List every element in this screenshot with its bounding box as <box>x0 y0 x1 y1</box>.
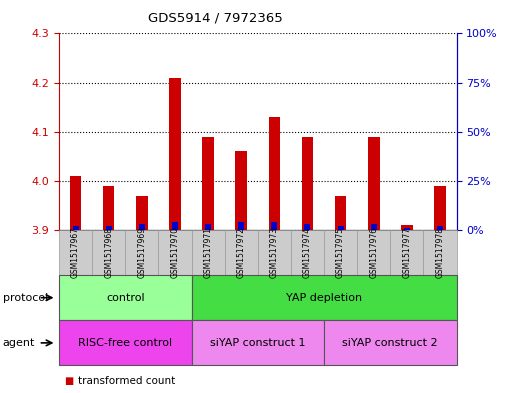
Text: siYAP construct 2: siYAP construct 2 <box>343 338 438 348</box>
Bar <box>268 117 280 230</box>
Text: GSM1517976: GSM1517976 <box>369 227 378 278</box>
Bar <box>235 151 247 230</box>
Bar <box>139 224 145 230</box>
Bar <box>302 136 313 230</box>
Bar <box>401 225 412 230</box>
Bar <box>305 224 310 230</box>
Bar <box>70 176 82 230</box>
Bar <box>172 222 178 230</box>
Bar <box>434 185 446 230</box>
Bar <box>371 224 377 230</box>
Bar <box>72 226 78 230</box>
Bar <box>103 185 114 230</box>
Text: GSM1517975: GSM1517975 <box>336 227 345 278</box>
Text: GSM1517974: GSM1517974 <box>303 227 312 278</box>
Bar <box>335 195 346 230</box>
Bar <box>169 77 181 230</box>
Bar <box>368 136 380 230</box>
Bar <box>136 195 148 230</box>
Text: RISC-free control: RISC-free control <box>78 338 172 348</box>
Text: agent: agent <box>3 338 35 348</box>
Text: GSM1517970: GSM1517970 <box>170 227 180 278</box>
Bar <box>404 228 410 230</box>
Text: GSM1517971: GSM1517971 <box>204 227 212 278</box>
Text: GDS5914 / 7972365: GDS5914 / 7972365 <box>148 12 283 25</box>
Bar <box>202 136 214 230</box>
Bar <box>205 224 211 230</box>
Bar <box>271 222 278 230</box>
Text: YAP depletion: YAP depletion <box>286 293 362 303</box>
Bar <box>238 222 244 230</box>
Text: GSM1517973: GSM1517973 <box>270 227 279 278</box>
Text: GSM1517969: GSM1517969 <box>137 227 146 278</box>
Text: GSM1517977: GSM1517977 <box>402 227 411 278</box>
Text: GSM1517968: GSM1517968 <box>104 227 113 278</box>
Text: siYAP construct 1: siYAP construct 1 <box>210 338 306 348</box>
Text: protocol: protocol <box>3 293 48 303</box>
Text: GSM1517972: GSM1517972 <box>236 227 246 278</box>
Text: GSM1517978: GSM1517978 <box>436 227 444 278</box>
Text: control: control <box>106 293 145 303</box>
Bar <box>437 226 443 230</box>
Bar <box>106 226 112 230</box>
Text: GSM1517967: GSM1517967 <box>71 227 80 278</box>
Bar <box>338 226 344 230</box>
Text: transformed count: transformed count <box>78 376 176 386</box>
Text: ■: ■ <box>64 376 73 386</box>
